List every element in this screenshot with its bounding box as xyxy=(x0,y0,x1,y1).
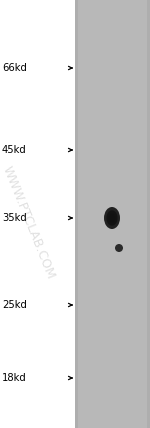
Text: WWW.PTCLAB.COM: WWW.PTCLAB.COM xyxy=(0,164,57,281)
Bar xyxy=(75,0,78,428)
Bar xyxy=(147,0,150,428)
Text: 18kd: 18kd xyxy=(2,373,27,383)
Text: 25kd: 25kd xyxy=(2,300,27,310)
Ellipse shape xyxy=(115,244,123,252)
Ellipse shape xyxy=(109,214,115,223)
Ellipse shape xyxy=(106,210,118,226)
Text: 66kd: 66kd xyxy=(2,63,27,73)
Text: 45kd: 45kd xyxy=(2,145,27,155)
Ellipse shape xyxy=(104,207,120,229)
Bar xyxy=(75,0,150,428)
Text: 35kd: 35kd xyxy=(2,213,27,223)
